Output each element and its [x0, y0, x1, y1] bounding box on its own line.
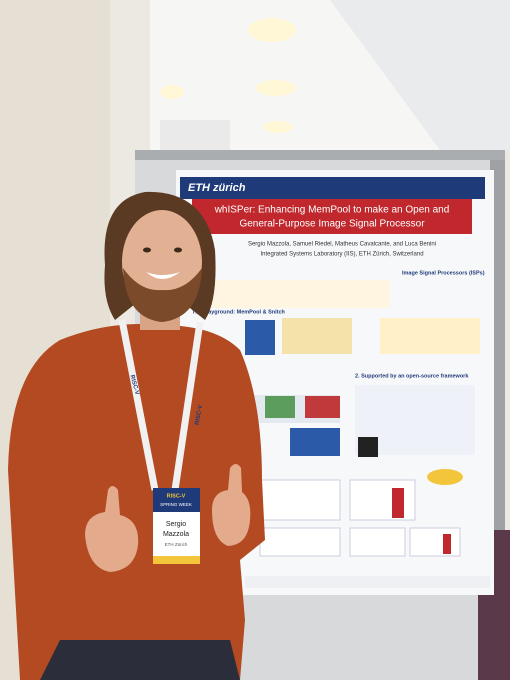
poster-title-box	[192, 199, 472, 234]
lanyard-text: RISC-V	[195, 405, 204, 426]
poster-figure	[305, 396, 340, 418]
ceiling-light	[160, 85, 184, 99]
door	[160, 120, 230, 150]
poster-chart	[349, 527, 406, 557]
badge-name: Sergio	[166, 521, 186, 528]
lanyard	[118, 319, 204, 491]
hand-thumbs-up	[85, 486, 139, 572]
badge-header	[153, 488, 200, 512]
badge-event: SPRING WEEK	[160, 502, 192, 507]
board-frame	[135, 150, 505, 160]
poster-chart	[409, 527, 461, 557]
poster-title: General-Purpose Image Signal Processor	[239, 219, 425, 230]
beard	[123, 268, 202, 322]
poster-chart-bar	[392, 488, 404, 518]
poster-figure	[290, 428, 340, 456]
poster-section: Image Signal Processors (ISPs)	[402, 270, 485, 276]
poster-logo: ETH zürich	[188, 182, 246, 194]
poster-figure	[265, 396, 295, 418]
poster-chart-bar	[443, 534, 451, 554]
ceiling-light	[256, 80, 296, 96]
lanyard-text: RISC-V	[129, 374, 140, 395]
poster-panel	[200, 280, 390, 308]
poster-section: The playground: MemPool & Snitch	[192, 309, 286, 315]
ceiling-light	[263, 121, 293, 133]
qr-code	[358, 437, 378, 457]
poster-icon	[427, 469, 463, 485]
eye	[143, 247, 151, 253]
poster-title: whISPer: Enhancing MemPool to make an Op…	[214, 205, 450, 216]
eye	[174, 247, 182, 253]
poster-footer	[245, 576, 490, 588]
poster-chart	[349, 479, 416, 521]
badge-org: ETH Zürich	[165, 542, 188, 547]
badge-event: RISC-V	[167, 493, 186, 499]
poster-section: 2. Supported by an open-source framework	[355, 373, 469, 379]
badge-name: Mazzola	[163, 531, 189, 538]
smile	[146, 272, 180, 279]
hand-thumbs-up	[212, 464, 251, 546]
poster-chart	[259, 479, 341, 521]
poster-panel	[380, 318, 480, 354]
badge-stripe	[153, 556, 200, 564]
trousers	[40, 640, 240, 680]
poster-chart	[259, 527, 341, 557]
poster-affiliation: Integrated Systems Laboratory (IIS), ETH…	[260, 252, 423, 258]
sweater	[8, 324, 265, 680]
ceiling-beam	[330, 0, 510, 150]
ceiling-light	[248, 18, 296, 42]
poster-figure	[245, 320, 275, 355]
poster-authors: Sergio Mazzola, Samuel Riedel, Matheus C…	[248, 242, 436, 248]
poster-header	[180, 177, 485, 199]
poster-panel	[282, 318, 352, 354]
